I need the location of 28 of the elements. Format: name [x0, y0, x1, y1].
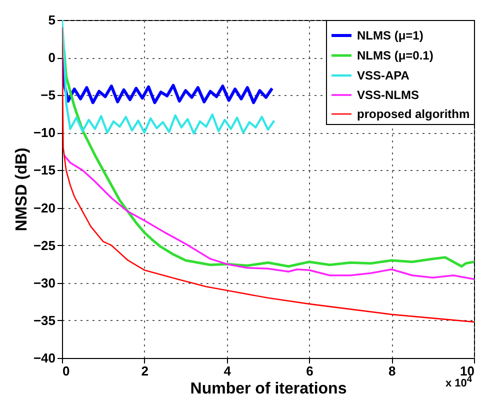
y-tick-label: −20 [33, 200, 56, 216]
y-tick-label: 0 [48, 50, 56, 66]
legend-label: VSS-APA [357, 68, 410, 82]
y-tick-label: −35 [33, 312, 56, 328]
x-tick-label: 0 [62, 364, 70, 378]
line-series [62, 20, 276, 134]
line-series [62, 26, 474, 323]
legend-label: NLMS (μ=0.1) [357, 48, 434, 62]
x-tick-label: 6 [306, 364, 314, 378]
line-series [62, 56, 274, 104]
x-tick-label: 4 [224, 364, 232, 378]
x-tick-label: 8 [388, 364, 396, 378]
y-tick-label: 5 [48, 12, 56, 28]
line-series [63, 154, 474, 280]
y-tick-label: −10 [33, 125, 56, 140]
x-axis-title: Number of iterations [190, 380, 347, 398]
y-tick-label: −15 [33, 162, 56, 178]
x-tick-label: 2 [141, 364, 149, 378]
legend-label: proposed algorithm [357, 107, 470, 121]
legend-label: VSS-NLMS [357, 88, 420, 102]
legend-label: NLMS (μ=1) [357, 28, 424, 42]
y-tick-label: −5 [40, 88, 56, 103]
y-axis-title: NMSD (dB) [13, 148, 30, 232]
y-tick-label: −25 [33, 238, 56, 253]
y-tick-label: −40 [33, 350, 56, 366]
y-tick-label: −30 [33, 275, 56, 290]
line-series [62, 48, 474, 268]
text: x 10$^{4}$ [445, 374, 472, 391]
